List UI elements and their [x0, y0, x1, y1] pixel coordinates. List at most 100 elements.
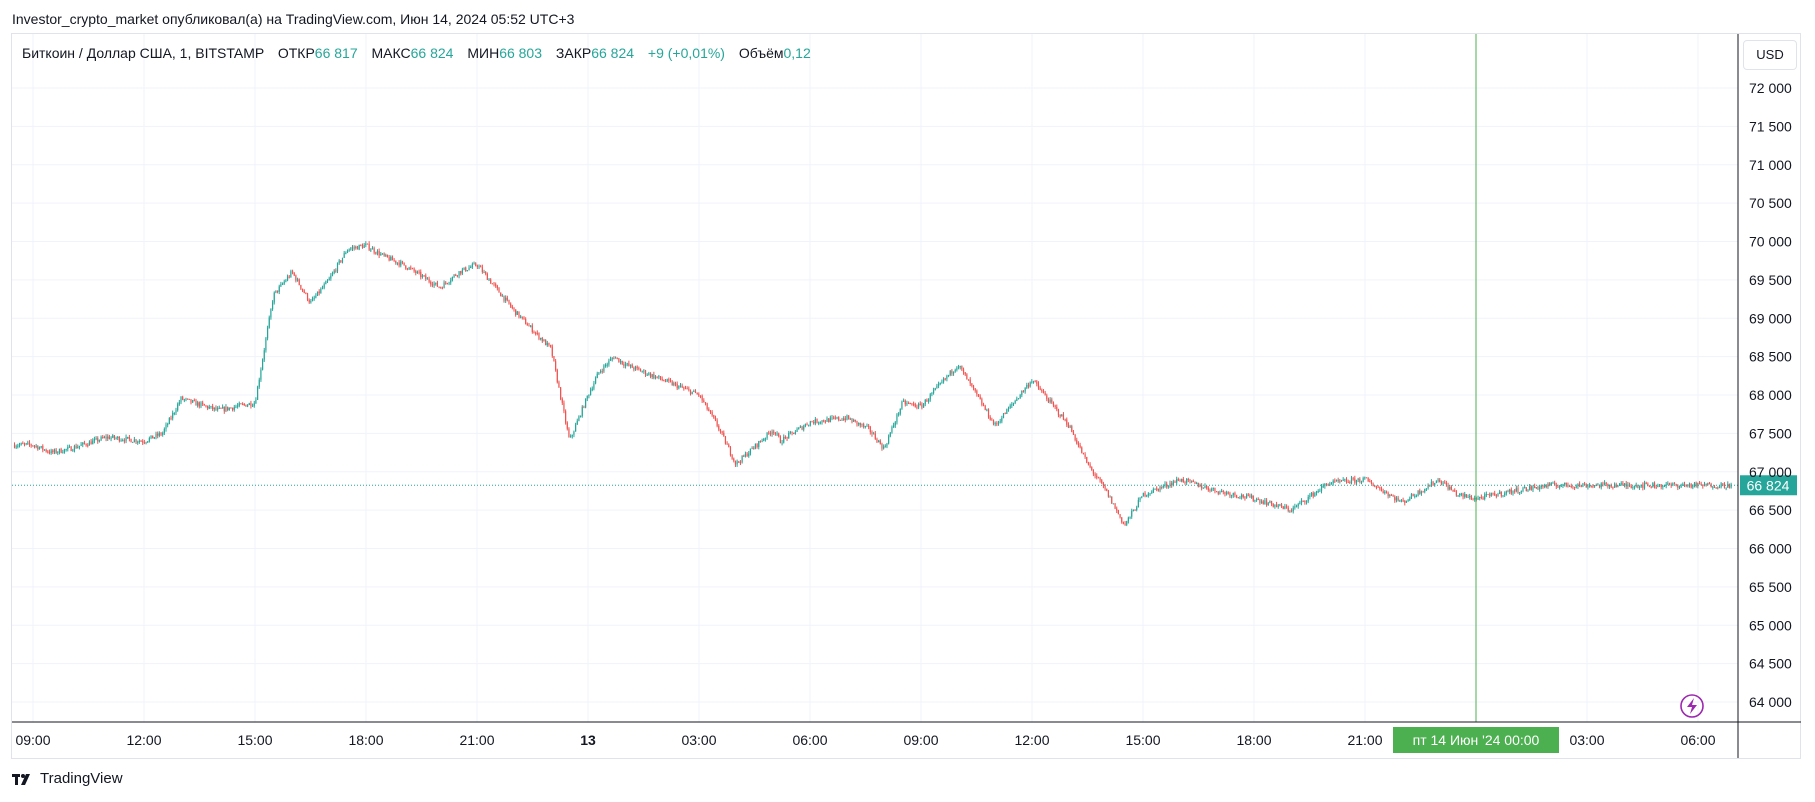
symbol-name[interactable]: Биткоин / Доллар США, 1, BITSTAMP [22, 45, 264, 61]
crosshair-time-text: пт 14 Июн '24 00:00 [1413, 732, 1540, 748]
candle-body [1047, 399, 1050, 403]
candle-body [1577, 483, 1579, 487]
candle-body [1420, 491, 1423, 494]
candle-body [533, 332, 535, 334]
candle-body [608, 360, 610, 365]
candle-body [415, 271, 417, 273]
candle-body [1608, 484, 1611, 487]
candle-body [1527, 489, 1529, 492]
candle-body [1322, 486, 1324, 488]
candle-body [704, 402, 707, 404]
candle-body [280, 284, 282, 287]
candle-body [1524, 487, 1526, 489]
candle-body [932, 390, 935, 394]
candle-body [1715, 487, 1717, 489]
candle-body [83, 442, 86, 444]
high-value: 66 824 [410, 45, 454, 61]
candle-body [1029, 382, 1031, 387]
candle-body [987, 409, 990, 418]
candle-body [270, 309, 272, 318]
candle-body [1702, 485, 1704, 487]
candle-body [391, 256, 394, 261]
candle-body [1161, 486, 1163, 488]
candle-body [311, 298, 314, 302]
candle-body [48, 451, 51, 454]
candle-body [818, 422, 820, 424]
candle-body [288, 276, 290, 278]
volume-label: Объём [738, 45, 784, 61]
candle-body [899, 408, 901, 414]
candle-body [801, 426, 803, 430]
candle-body [701, 395, 703, 401]
candle-body [1559, 486, 1561, 488]
candle-body [1314, 493, 1316, 497]
candle-body [1329, 483, 1331, 486]
y-tick-label: 72 000 [1749, 80, 1792, 96]
candle-body [1504, 493, 1506, 496]
candle-body [250, 403, 252, 407]
candle-body [313, 297, 315, 299]
candle-body [371, 248, 374, 250]
candle-body [942, 378, 945, 382]
candle-body [1097, 477, 1100, 479]
candle-body [956, 367, 958, 371]
candle-body [1405, 500, 1408, 503]
candle-body [336, 263, 339, 272]
currency-button[interactable]: USD [1743, 40, 1797, 70]
candle-body [1382, 491, 1384, 494]
candle-body [709, 411, 712, 413]
y-tick-label: 68 500 [1749, 349, 1792, 365]
candle-body [796, 429, 798, 432]
candle-body [423, 275, 425, 277]
candle-body [1580, 485, 1582, 487]
candle-body [1530, 486, 1532, 490]
candle-body [425, 275, 427, 279]
candle-body [874, 433, 876, 439]
candle-body [1027, 384, 1030, 387]
candle-body [491, 283, 493, 285]
candle-body [380, 253, 382, 256]
candle-body [1662, 485, 1664, 488]
candle-body [1404, 501, 1406, 503]
candle-body [38, 447, 41, 450]
candle-body [1565, 482, 1567, 485]
candle-body [113, 435, 115, 439]
candle-body [1042, 391, 1045, 393]
open-label: ОТКР [277, 45, 315, 61]
candle-body [1021, 390, 1023, 396]
candle-body [1051, 399, 1053, 403]
candle-body [1199, 485, 1201, 487]
candle-body [838, 417, 840, 420]
candle-body [165, 424, 167, 430]
candle-body [1211, 489, 1213, 491]
candle-body [957, 366, 960, 368]
candle-body [1583, 483, 1586, 485]
candle-body [1332, 480, 1334, 484]
candle-body [1061, 414, 1063, 417]
candle-body [1247, 494, 1249, 496]
candle-body [440, 287, 442, 289]
candle-body [864, 426, 866, 428]
tradingview-logo[interactable]: TradingView [12, 770, 123, 787]
candle-body [538, 333, 540, 339]
candle-body [503, 295, 505, 301]
candle-body [669, 380, 672, 382]
candle-body [869, 426, 871, 433]
candle-body [904, 400, 906, 405]
candle-body [1201, 485, 1203, 488]
candle-body [1707, 483, 1709, 486]
candle-body [420, 271, 422, 277]
candle-body [158, 433, 160, 436]
candle-body [1357, 478, 1359, 480]
candle-body [261, 359, 264, 370]
candle-body [80, 444, 82, 446]
candle-body [1014, 401, 1016, 403]
candle-body [1587, 485, 1589, 488]
candle-body [679, 385, 682, 387]
candle-body [823, 420, 825, 422]
candle-body [1067, 424, 1070, 428]
candle-body [894, 422, 896, 426]
candle-body [65, 449, 67, 451]
candle-body [972, 385, 975, 389]
